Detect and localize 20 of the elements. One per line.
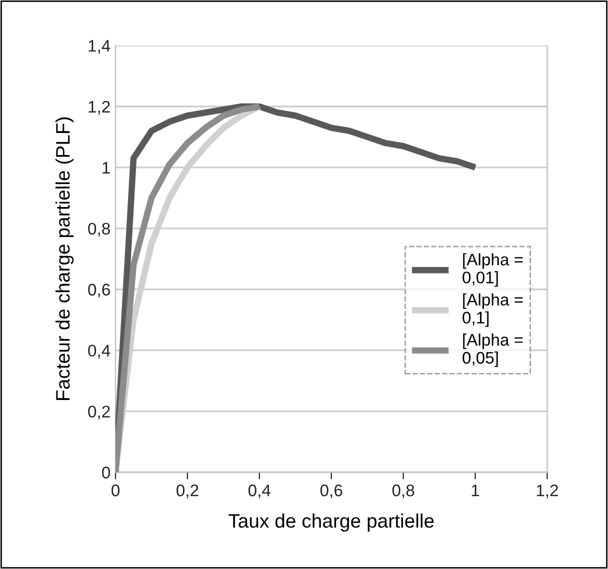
y-axis-title: Facteur de charge partielle (PLF) <box>55 117 74 400</box>
legend-label: [Alpha = 0,05] <box>462 334 523 368</box>
x-tick-label: 0,8 <box>392 484 414 498</box>
x-tick-label: 1,2 <box>536 484 558 498</box>
x-tick-label: 0,6 <box>320 484 342 498</box>
x-tick-label: 0,2 <box>176 484 198 498</box>
y-tick-label: 1 <box>102 162 110 174</box>
x-tick-label: 0 <box>112 484 120 496</box>
y-tick-label: 1,2 <box>88 100 110 115</box>
y-tick-label: 0,8 <box>88 222 110 237</box>
y-tick-label: 0,4 <box>88 344 110 359</box>
x-axis-title: Taux de charge partielle <box>228 514 434 532</box>
y-tick-label: 1,4 <box>88 40 110 54</box>
legend-label: [Alpha = 0,01] <box>462 253 523 287</box>
x-tick-label: 1 <box>472 484 480 496</box>
legend-label: [Alpha = 0,1] <box>462 293 523 327</box>
y-tick-label: 0 <box>102 466 110 478</box>
y-tick-label: 0,2 <box>88 406 110 420</box>
y-tick-label: 0,6 <box>88 284 110 298</box>
x-tick-label: 0,4 <box>248 484 271 498</box>
